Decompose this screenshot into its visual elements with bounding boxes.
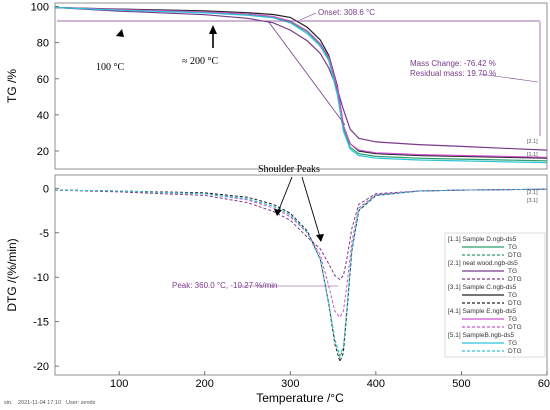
dtg-series-line-5 xyxy=(54,188,548,357)
x-tick-label-5: 600 xyxy=(538,378,550,390)
legend-file-label-2: [2.1] neat wood.ngb-ds5 xyxy=(448,260,518,267)
top-y-tick-label-0: 20 xyxy=(37,146,49,158)
top-end-label-1: [2.1] xyxy=(527,139,538,145)
top-plot-frame xyxy=(54,2,548,170)
x-tick-label-3: 400 xyxy=(367,378,385,390)
bottom-y-tick-label-0: 0 xyxy=(43,183,49,195)
footer-date: 2021-11-04 17:10 xyxy=(18,400,61,406)
label-200c: ≈ 200 °C xyxy=(182,56,218,67)
bottom-y-tick-label-1: -5 xyxy=(39,228,49,240)
series-layer xyxy=(54,6,548,364)
top-y-tick-label-2: 60 xyxy=(37,74,49,86)
bottom-y-tick-label-3: -15 xyxy=(33,317,49,329)
legend-dtg-label-1: DTG xyxy=(508,252,522,259)
legend-file-label-5: [5.1] SampleB.ngb-ds5 xyxy=(448,332,515,339)
legend-tg-label-4: TG xyxy=(508,316,517,323)
top-y-axis-title: TG /% xyxy=(5,69,19,103)
tg-series-line-5 xyxy=(54,6,548,164)
legend-dtg-label-5: DTG xyxy=(508,348,522,355)
x-tick-label-2: 300 xyxy=(281,378,299,390)
legend-file-label-3: [3.1] Sample C.ngb-ds5 xyxy=(448,284,517,291)
bottom-end-label-2: [3.1] xyxy=(527,198,538,204)
legend-tg-label-3: TG xyxy=(508,292,517,299)
residual-mass-label: Residual mass: 19.70 % xyxy=(410,69,496,78)
peak-label: Peak: 360.0 °C, -10.27 %/min xyxy=(172,281,277,290)
footer-user: User: zends xyxy=(66,400,96,406)
arrow-200c-head xyxy=(209,25,217,34)
footer-left: sin. xyxy=(4,400,13,406)
dtg-series-line-2 xyxy=(54,188,548,281)
legend-file-label-4: [4.1] Sample E.ngb-ds5 xyxy=(448,308,516,315)
x-tick-label-1: 200 xyxy=(196,378,214,390)
legend-dtg-label-3: DTG xyxy=(508,300,522,307)
top-end-label-2: [1.1] xyxy=(527,152,538,158)
bottom-y-tick-label-2: -10 xyxy=(33,272,49,284)
bottom-end-label-1: [2.1] xyxy=(527,190,538,196)
arrow-100c xyxy=(116,29,124,37)
x-axis-title: Temperature /°C xyxy=(256,391,344,405)
x-tick-label-0: 100 xyxy=(110,378,128,390)
shoulder-arrow-2 xyxy=(301,176,321,238)
mass-change-label: Mass Change: -76.42 % xyxy=(410,59,496,68)
onset-tangent xyxy=(267,20,346,126)
shoulder-arrow-1-head xyxy=(274,209,282,216)
dtg-series-line-4 xyxy=(54,188,548,319)
legend-dtg-label-4: DTG xyxy=(508,324,522,331)
tg-series-line-2 xyxy=(54,6,548,151)
bottom-y-axis-title: DTG /(%/min) xyxy=(5,238,19,311)
legend-dtg-label-2: DTG xyxy=(508,276,522,283)
dtg-series-line-3 xyxy=(54,188,548,364)
onset-leader xyxy=(299,12,317,21)
legend-tg-label-1: TG xyxy=(508,244,517,251)
x-tick-label-4: 500 xyxy=(452,378,470,390)
bottom-plot-frame xyxy=(54,174,548,376)
legend-file-label-1: [1.1] Sample D.ngb-ds5 xyxy=(448,236,517,243)
shoulder-arrow-1 xyxy=(277,176,293,213)
tg-series-line-4 xyxy=(54,6,548,158)
legend-tg-label-5: TG xyxy=(508,340,517,347)
residual-leader xyxy=(479,73,539,83)
tick-layer: 20 40 60 80 100 0 -5 -10 -15 -20 100 200 300 400 500 60… xyxy=(31,2,550,390)
label-100c: 100 °C xyxy=(96,62,124,73)
top-y-tick-label-3: 80 xyxy=(37,38,49,50)
shoulder-peaks-label: Shoulder Peaks xyxy=(258,164,320,175)
bottom-y-tick-label-4: -20 xyxy=(33,361,49,373)
top-y-tick-label-1: 40 xyxy=(37,110,49,122)
shoulder-arrow-2-head xyxy=(316,234,324,242)
top-y-tick-label-4: 100 xyxy=(31,2,49,14)
onset-label: Onset: 308.6 °C xyxy=(318,8,375,17)
legend-tg-label-2: TG xyxy=(508,268,517,275)
tg-series-line-1 xyxy=(54,6,548,162)
